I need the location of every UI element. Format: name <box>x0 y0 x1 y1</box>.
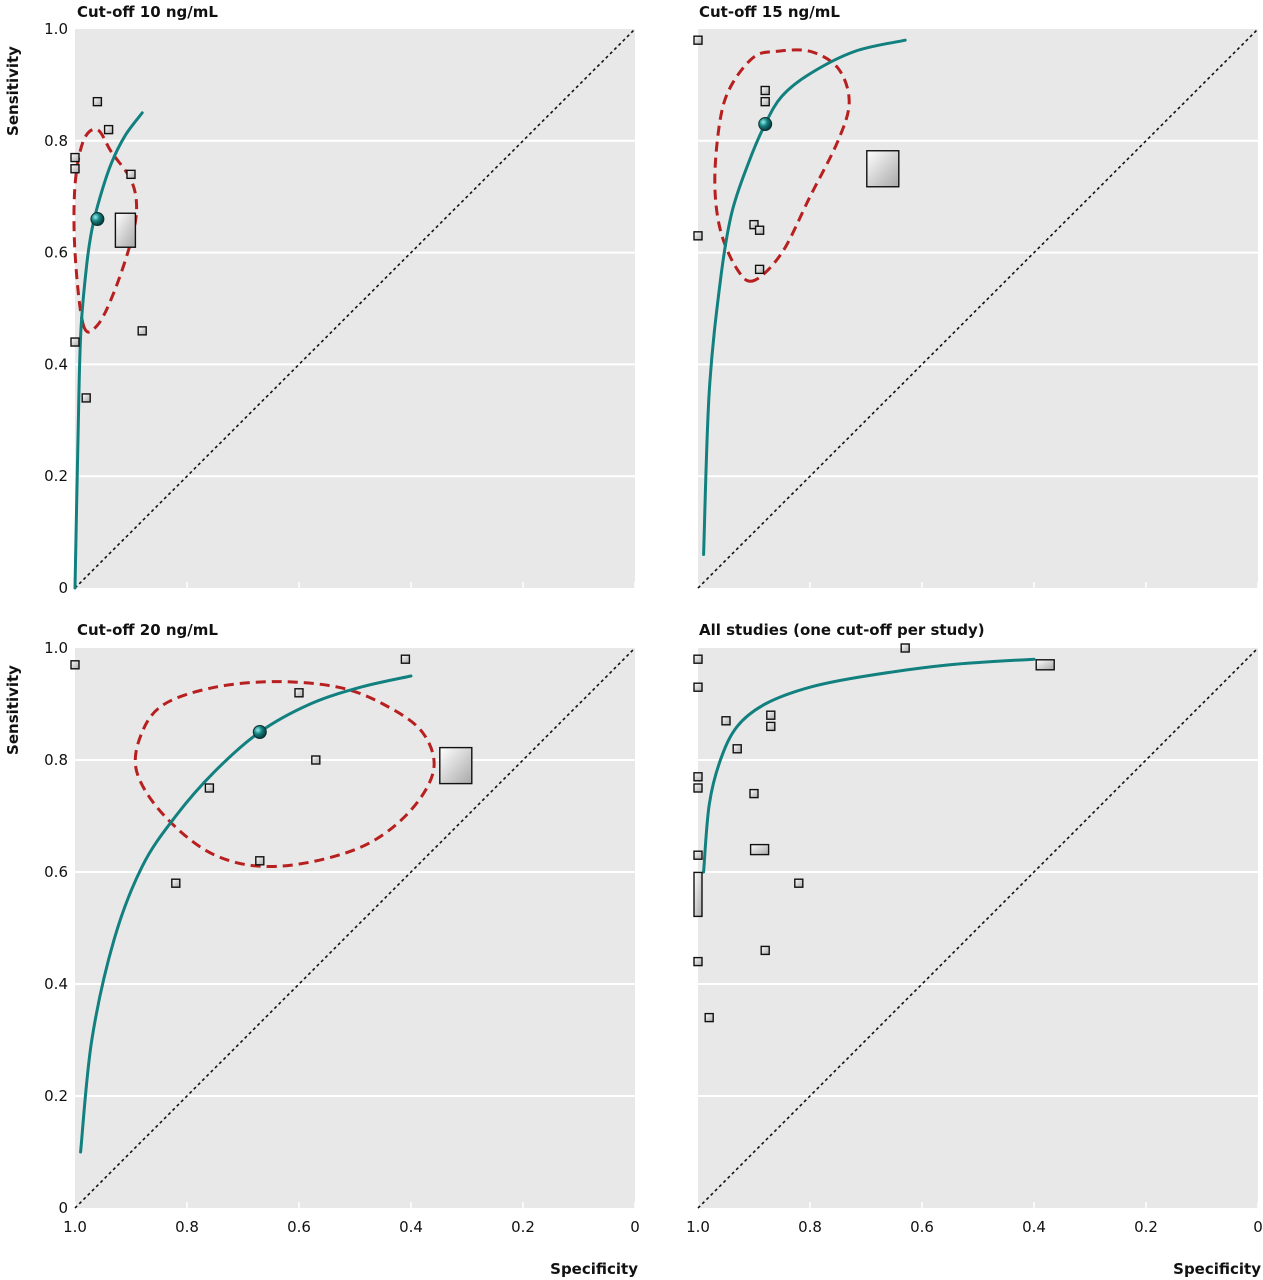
sroc-curve <box>702 657 1036 874</box>
y-tick-label: 1.0 <box>44 20 68 38</box>
study-marker <box>900 643 910 653</box>
panel-title: All studies (one cut-off per study) <box>699 621 985 639</box>
y-tick-label: 1.0 <box>44 639 68 657</box>
study-marker <box>704 1012 714 1023</box>
study-marker <box>126 169 136 180</box>
summary-point <box>90 212 105 227</box>
study-marker <box>70 164 80 174</box>
y-tick-label: 0.2 <box>44 1087 68 1105</box>
y-tick-label: 0 <box>58 579 68 597</box>
study-marker <box>400 654 411 664</box>
panel-2: Cut-off 15 ng/mL <box>693 3 1259 589</box>
confidence-region <box>713 48 851 283</box>
x-tick-label: 0.2 <box>1134 1218 1158 1236</box>
y-tick-label: 0 <box>58 1199 68 1217</box>
x-tick-label: 0 <box>1253 1218 1263 1236</box>
study-marker <box>766 721 776 732</box>
y-tick-label: 0.8 <box>44 751 68 769</box>
panel-3: Cut-off 20 ng/mL 0 0.2 0.4 0.6 0.8 1.0 Sensitiv… <box>4 621 640 1236</box>
study-marker <box>294 688 304 698</box>
study-marker <box>749 219 759 230</box>
plot-background <box>698 29 1258 588</box>
study-marker <box>760 96 770 107</box>
study-marker <box>693 35 703 45</box>
panel-4: All studies (one cut-off per study) 1.0 0.… <box>686 621 1263 1236</box>
x-axis-title: Specificity <box>1173 1260 1261 1278</box>
y-tick-label: 0.6 <box>44 863 68 881</box>
study-marker <box>311 755 321 765</box>
y-tick-label: 0.8 <box>44 132 68 150</box>
x-tick-label: 0.8 <box>798 1218 822 1236</box>
study-marker <box>794 878 804 888</box>
x-tick-label: 1.0 <box>63 1218 87 1236</box>
study-marker <box>693 783 703 793</box>
x-tick-label: 0.6 <box>287 1218 311 1236</box>
study-marker <box>103 124 114 135</box>
summary-point <box>758 117 773 132</box>
x-tick-label: 0.2 <box>511 1218 535 1236</box>
study-marker <box>70 152 80 163</box>
study-marker <box>693 850 703 860</box>
panel-1: Cut-off 10 ng/mL 0 0.2 0.4 0.6 0.8 1.0 Sensitiv… <box>4 3 636 597</box>
study-marker <box>866 150 900 188</box>
study-marker <box>749 843 770 856</box>
study-marker <box>721 716 731 726</box>
study-marker <box>92 96 103 107</box>
study-marker <box>693 956 703 967</box>
y-tick-label: 0.2 <box>44 467 68 485</box>
study-marker <box>760 945 770 956</box>
y-tick-label: 0.6 <box>44 244 68 262</box>
x-tick-label: 0.4 <box>1022 1218 1046 1236</box>
x-tick-label: 0.6 <box>910 1218 934 1236</box>
confidence-region <box>72 127 139 334</box>
study-marker <box>70 660 80 670</box>
study-marker <box>81 393 91 403</box>
study-marker <box>760 85 770 96</box>
study-marker <box>693 682 703 692</box>
panel-title: Cut-off 15 ng/mL <box>699 3 840 21</box>
plot-background <box>698 648 1258 1208</box>
x-tick-label: 0.8 <box>175 1218 199 1236</box>
plot-background <box>75 29 635 588</box>
study-marker <box>766 710 776 720</box>
sroc-curve <box>702 38 907 556</box>
study-marker <box>693 772 703 782</box>
y-axis-title: Sensitivity <box>4 665 22 755</box>
x-tick-label: 0 <box>630 1218 640 1236</box>
study-marker <box>114 212 137 248</box>
panel-title: Cut-off 20 ng/mL <box>77 621 218 639</box>
study-marker <box>754 264 765 275</box>
study-marker <box>693 231 703 241</box>
study-marker <box>1035 659 1055 671</box>
plot-background <box>75 648 635 1208</box>
study-marker <box>693 871 703 918</box>
study-marker <box>439 746 473 785</box>
study-marker <box>754 225 765 235</box>
x-tick-label: 1.0 <box>686 1218 710 1236</box>
study-marker <box>749 788 759 799</box>
confidence-region <box>133 680 436 869</box>
summary-point <box>252 725 267 739</box>
x-tick-label: 0.4 <box>399 1218 423 1236</box>
study-marker <box>255 856 265 866</box>
study-marker <box>204 783 215 793</box>
y-tick-label: 0.4 <box>44 975 68 993</box>
study-marker <box>693 654 703 664</box>
study-marker <box>137 326 147 336</box>
study-marker <box>171 878 181 888</box>
panel-title: Cut-off 10 ng/mL <box>77 3 218 21</box>
y-tick-label: 0.4 <box>44 355 68 373</box>
study-marker <box>70 337 80 347</box>
sroc-curve <box>73 111 144 590</box>
x-axis-title: Specificity <box>550 1260 638 1278</box>
y-axis-title: Sensitivity <box>4 46 22 136</box>
study-marker <box>732 744 742 754</box>
sroc-curve <box>79 674 413 1154</box>
